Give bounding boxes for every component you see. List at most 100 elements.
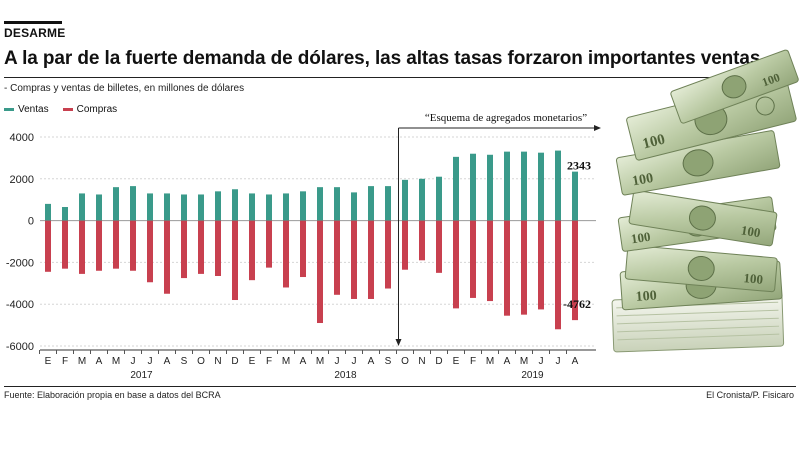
- x-tick-label: J: [131, 356, 136, 367]
- x-tick-label: A: [572, 356, 579, 367]
- x-tick-label: J: [148, 356, 153, 367]
- bar-ventas: [45, 203, 51, 221]
- bar-compras: [453, 220, 459, 309]
- x-tick-label: O: [401, 356, 409, 367]
- x-tick-label: J: [539, 356, 544, 367]
- esquema-label: “Esquema de agregados monetarios”: [425, 112, 587, 124]
- bar-compras: [113, 220, 119, 269]
- x-tick-label: O: [197, 356, 205, 367]
- svg-text:100: 100: [630, 229, 651, 247]
- bar-ventas: [470, 153, 476, 221]
- bar-compras: [555, 220, 561, 330]
- y-tick-label: -6000: [6, 341, 34, 353]
- svg-text:100: 100: [631, 171, 654, 189]
- year-label: 2018: [334, 370, 357, 381]
- x-tick-label: M: [486, 356, 494, 367]
- x-tick-label: M: [316, 356, 324, 367]
- bar-ventas: [402, 179, 408, 221]
- x-tick-label: A: [504, 356, 511, 367]
- bar-ventas: [249, 193, 255, 221]
- year-label: 2017: [130, 370, 153, 381]
- esquema-label-bg: [418, 109, 594, 124]
- x-tick-label: F: [266, 356, 272, 367]
- bar-compras: [402, 220, 408, 270]
- bar-compras: [232, 220, 238, 301]
- x-tick-label: A: [368, 356, 375, 367]
- bar-ventas: [266, 194, 272, 221]
- svg-text:100: 100: [743, 270, 764, 287]
- x-tick-label: A: [164, 356, 171, 367]
- bar-compras: [538, 220, 544, 310]
- svg-text:100: 100: [641, 131, 667, 152]
- kicker: DESARME: [4, 26, 66, 40]
- svg-text:100: 100: [740, 222, 762, 240]
- y-tick-label: 2000: [10, 174, 34, 186]
- bar-ventas: [147, 193, 153, 221]
- bar-ventas: [521, 151, 527, 221]
- bar-compras: [198, 220, 204, 274]
- bar-ventas: [334, 187, 340, 221]
- x-tick-label: J: [352, 356, 357, 367]
- bar-ventas: [300, 191, 306, 221]
- bar-compras: [368, 220, 374, 299]
- bar-compras: [487, 220, 493, 302]
- x-tick-label: D: [435, 356, 442, 367]
- bar-ventas: [419, 178, 425, 221]
- x-tick-label: A: [300, 356, 307, 367]
- bar-ventas: [538, 152, 544, 221]
- bar-ventas: [317, 187, 323, 221]
- bar-ventas: [130, 186, 136, 221]
- bar-ventas: [368, 186, 374, 221]
- y-tick-label: -4000: [6, 299, 34, 311]
- svg-text:100: 100: [760, 70, 782, 89]
- bar-compras: [147, 220, 153, 283]
- source-note: Fuente: Elaboración propia en base a dat…: [4, 390, 221, 400]
- bar-ventas: [215, 191, 221, 221]
- x-tick-label: J: [556, 356, 561, 367]
- legend-swatch-ventas: [4, 108, 14, 111]
- bar-compras: [385, 220, 391, 289]
- x-tick-label: M: [520, 356, 528, 367]
- esquema-arrow-right: [594, 125, 601, 131]
- bar-compras: [62, 220, 68, 269]
- y-tick-label: 4000: [10, 132, 34, 144]
- x-tick-label: D: [231, 356, 238, 367]
- dollar-bills-stack-icon: 100 100 100 100 100 100: [611, 49, 799, 353]
- y-axis: 4000 2000 0 -2000 -4000 -6000: [6, 132, 34, 353]
- bar-compras: [334, 220, 340, 295]
- x-tick-label: F: [470, 356, 476, 367]
- legend-swatch-compras: [62, 108, 73, 111]
- bar-compras: [181, 220, 187, 279]
- bar-ventas: [385, 186, 391, 221]
- x-tick-label: J: [335, 356, 340, 367]
- x-tick-label: M: [78, 356, 86, 367]
- bar-ventas: [572, 171, 578, 221]
- bar-compras: [266, 220, 272, 268]
- x-tick-label: S: [385, 356, 392, 367]
- x-tick-label: N: [214, 356, 221, 367]
- bar-ventas: [487, 154, 493, 221]
- bar-compras: [79, 220, 85, 274]
- legend-item-compras: Compras: [62, 104, 118, 115]
- legend-label-compras: Compras: [76, 104, 118, 115]
- bar-ventas: [113, 187, 119, 221]
- bar-ventas: [79, 193, 85, 221]
- bar-ventas: [453, 156, 459, 221]
- y-tick-label: 0: [28, 216, 34, 228]
- bar-compras: [572, 220, 578, 321]
- credit: El Cronista/P. Fisicaro: [706, 390, 794, 400]
- bar-ventas: [164, 193, 170, 221]
- x-tick-label: E: [453, 356, 460, 367]
- headline: A la par de la fuerte demanda de dólares…: [4, 48, 761, 69]
- bar-compras: [164, 220, 170, 294]
- x-tick-label: N: [418, 356, 425, 367]
- bar-compras: [436, 220, 442, 273]
- svg-text:100: 100: [635, 289, 657, 305]
- header-divider: [4, 77, 796, 78]
- bar-ventas: [555, 150, 561, 221]
- bar-compras: [419, 220, 425, 261]
- bar-ventas: [436, 176, 442, 221]
- bar-ventas: [62, 207, 68, 221]
